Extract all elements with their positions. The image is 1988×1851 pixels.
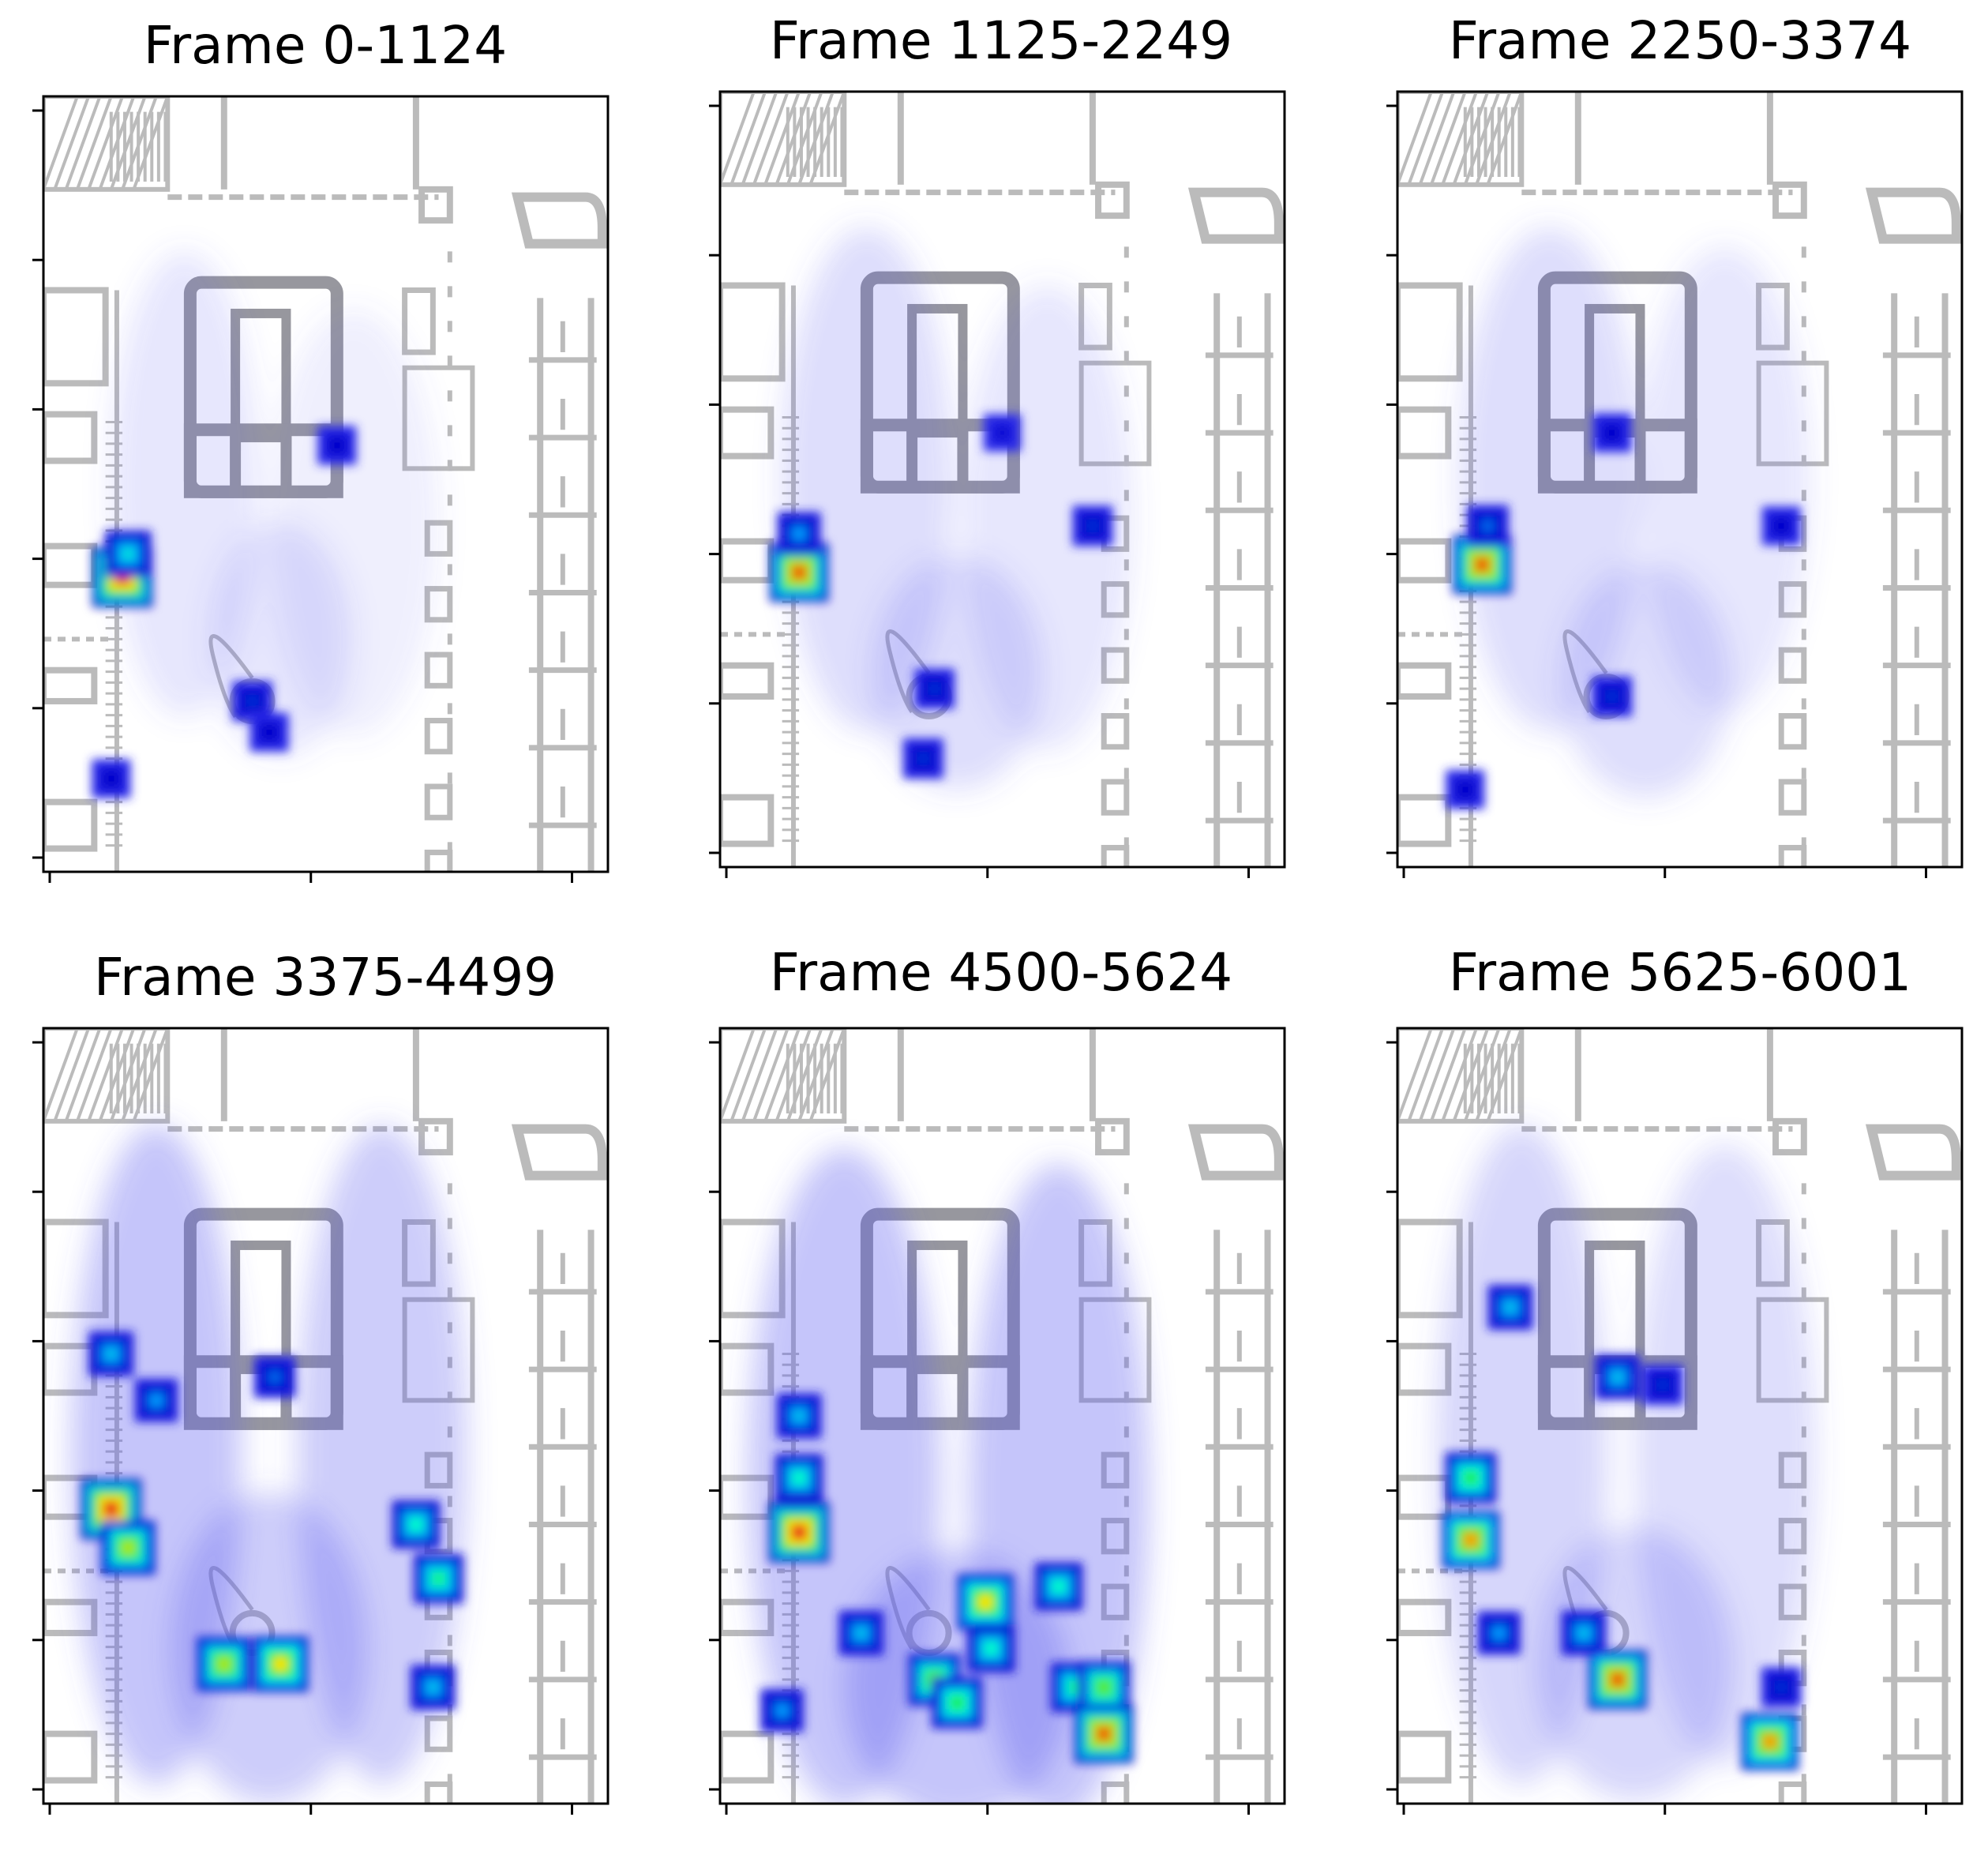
hotspot-layer (1442, 1284, 1802, 1770)
hotspot (1052, 1580, 1065, 1593)
floorplan (43, 96, 607, 872)
hotspot (217, 1657, 231, 1671)
axes-frame (1396, 1027, 1964, 1805)
panel-title: Frame 3375-4499 (94, 947, 557, 1008)
density-layer (1459, 227, 1810, 798)
hotspot (997, 428, 1007, 438)
heatmap-panel: Frame 3375-4499 (32, 947, 610, 1815)
floorplan-hatch (43, 1028, 171, 1124)
hotspot (410, 1518, 422, 1531)
hotspot (791, 565, 807, 580)
hotspot (793, 528, 805, 539)
hotspot-layer (81, 1331, 463, 1710)
floorplan-hatch (720, 92, 847, 187)
hotspot (1096, 1726, 1112, 1741)
hotspot (121, 1541, 135, 1555)
hotspot (1482, 520, 1494, 531)
hotspot (1611, 1371, 1623, 1384)
floorplan-hatch (1397, 92, 1525, 187)
floorplan-hatch (1397, 1028, 1525, 1124)
hotspot (1474, 557, 1490, 573)
hotspot (1493, 1628, 1505, 1639)
heatmap-panel: Frame 1125-2249 (709, 10, 1286, 878)
hotspot-layer (760, 1393, 1134, 1763)
hotspot (776, 1705, 788, 1717)
hotspot (1577, 1627, 1590, 1639)
hotspot (273, 1657, 288, 1672)
axes-frame (42, 1027, 610, 1805)
density-region (872, 557, 1042, 790)
hotspot (1776, 520, 1787, 531)
axes-frame (718, 1027, 1286, 1805)
panel-title: Frame 1125-2249 (770, 10, 1232, 71)
hotspot-layer (1446, 413, 1801, 809)
hotspot (103, 1501, 119, 1517)
axes-frame (1396, 90, 1964, 869)
panel-title: Frame 4500-5624 (770, 942, 1232, 1003)
hotspot (978, 1594, 992, 1609)
density-layer (782, 227, 1132, 790)
hotspot (1097, 1680, 1111, 1695)
hotspot (151, 1395, 162, 1406)
hotspot (106, 773, 116, 784)
hotspot (427, 1681, 439, 1693)
density-region (1561, 565, 1731, 798)
hotspot (951, 1696, 964, 1710)
panel-title: Frame 0-1124 (144, 15, 507, 76)
hotspot (1460, 784, 1470, 794)
density-layer (71, 1124, 467, 1804)
hotspot (1504, 1301, 1517, 1313)
hotspot (247, 696, 257, 707)
floorplan (43, 1028, 607, 1804)
heatmap-panel: Frame 0-1124 (32, 15, 610, 883)
floorplan-hatch (720, 1028, 847, 1124)
hotspot (1610, 1672, 1626, 1688)
hotspot (1607, 691, 1618, 702)
hotspot (1657, 1380, 1668, 1391)
hotspot (917, 753, 928, 764)
hotspot (1607, 427, 1617, 438)
heatmap-panel: Frame 5625-6001 (1386, 942, 1964, 1815)
heatmap-panel: Frame 4500-5624 (709, 942, 1286, 1815)
axes-frame (718, 90, 1286, 869)
hotspot (105, 1348, 117, 1360)
hotspot (985, 1642, 997, 1655)
hotspot (791, 1524, 807, 1540)
hotspot (929, 683, 940, 694)
hotspot (264, 727, 275, 738)
panel-title: Frame 5625-6001 (1449, 942, 1911, 1003)
heatmap-panel: Frame 2250-3374 (1386, 10, 1964, 878)
hotspot (855, 1627, 867, 1639)
hotspot (1464, 1471, 1478, 1485)
floorplan-hatch (43, 96, 171, 192)
panel-title: Frame 2250-3374 (1449, 10, 1911, 71)
hotspot-layer (92, 426, 357, 798)
hotspot (1776, 1682, 1787, 1693)
hotspot (122, 547, 134, 560)
hotspot (1087, 520, 1098, 531)
hotspot (432, 1572, 445, 1586)
hotspot (793, 1471, 805, 1485)
hotspot (332, 440, 342, 451)
hotspot (269, 1372, 280, 1383)
hotspot-layer (769, 414, 1113, 779)
hotspot (1463, 1533, 1479, 1548)
axes-frame (42, 95, 610, 873)
hotspot (1762, 1734, 1777, 1749)
hotspot (793, 1410, 805, 1422)
